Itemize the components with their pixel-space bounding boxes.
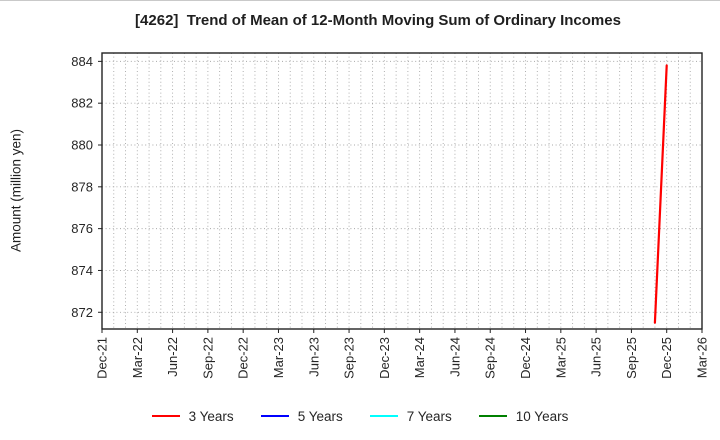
x-tick-label: Jun-25 [589, 337, 604, 377]
legend-item-10-years: 10 Years [478, 408, 569, 424]
x-tick-label: Mar-24 [412, 337, 427, 378]
legend-line-swatch-10-years [478, 414, 507, 418]
x-tick-label: Mar-26 [695, 337, 710, 378]
legend-label-3-years: 3 Years [188, 408, 234, 424]
x-tick-label: Dec-25 [659, 337, 674, 379]
x-tick-label: Jun-24 [447, 337, 462, 377]
x-tick-label: Sep-22 [200, 337, 215, 379]
x-tick-label: Dec-22 [236, 337, 251, 379]
legend-label-10-years: 10 Years [515, 408, 569, 424]
x-tick-label: Mar-22 [130, 337, 145, 378]
x-tick-label: Sep-23 [342, 337, 357, 379]
legend-item-5-years: 5 Years [260, 408, 343, 424]
y-tick-label: 878 [71, 179, 93, 194]
y-tick-label: 882 [71, 96, 93, 111]
y-tick-label: 874 [71, 263, 93, 278]
legend-item-3-years: 3 Years [151, 408, 234, 424]
plot-frame [101, 52, 703, 330]
legend-line-swatch-3-years [151, 414, 180, 418]
y-tick-label: 884 [71, 54, 93, 69]
x-tick-label: Dec-21 [95, 337, 110, 379]
x-tick-label: Mar-25 [553, 337, 568, 378]
y-tick-label: 872 [71, 305, 93, 320]
legend-line-swatch-5-years [260, 414, 289, 418]
y-axis-label: Amount (million yen) [8, 128, 24, 253]
x-tick-label: Jun-23 [306, 337, 321, 377]
y-tick-label: 876 [71, 221, 93, 236]
y-tick-label: 880 [71, 138, 93, 153]
x-tick-label: Mar-23 [271, 337, 286, 378]
x-tick-label: Sep-25 [624, 337, 639, 379]
series-line-3-years [653, 64, 668, 324]
legend-line-swatch-7-years [369, 414, 398, 418]
legend-label-5-years: 5 Years [297, 408, 343, 424]
x-tick-label: Dec-23 [377, 337, 392, 379]
legend-item-7-years: 7 Years [369, 408, 452, 424]
chart-title: [4262] Trend of Mean of 12-Month Moving … [135, 12, 621, 29]
legend-label-7-years: 7 Years [406, 408, 452, 424]
x-tick-label: Dec-24 [518, 337, 533, 379]
x-tick-label: Sep-24 [483, 337, 498, 379]
x-tick-label: Jun-22 [165, 337, 180, 377]
legend: 3 Years 5 Years 7 Years 10 Years [0, 404, 720, 428]
